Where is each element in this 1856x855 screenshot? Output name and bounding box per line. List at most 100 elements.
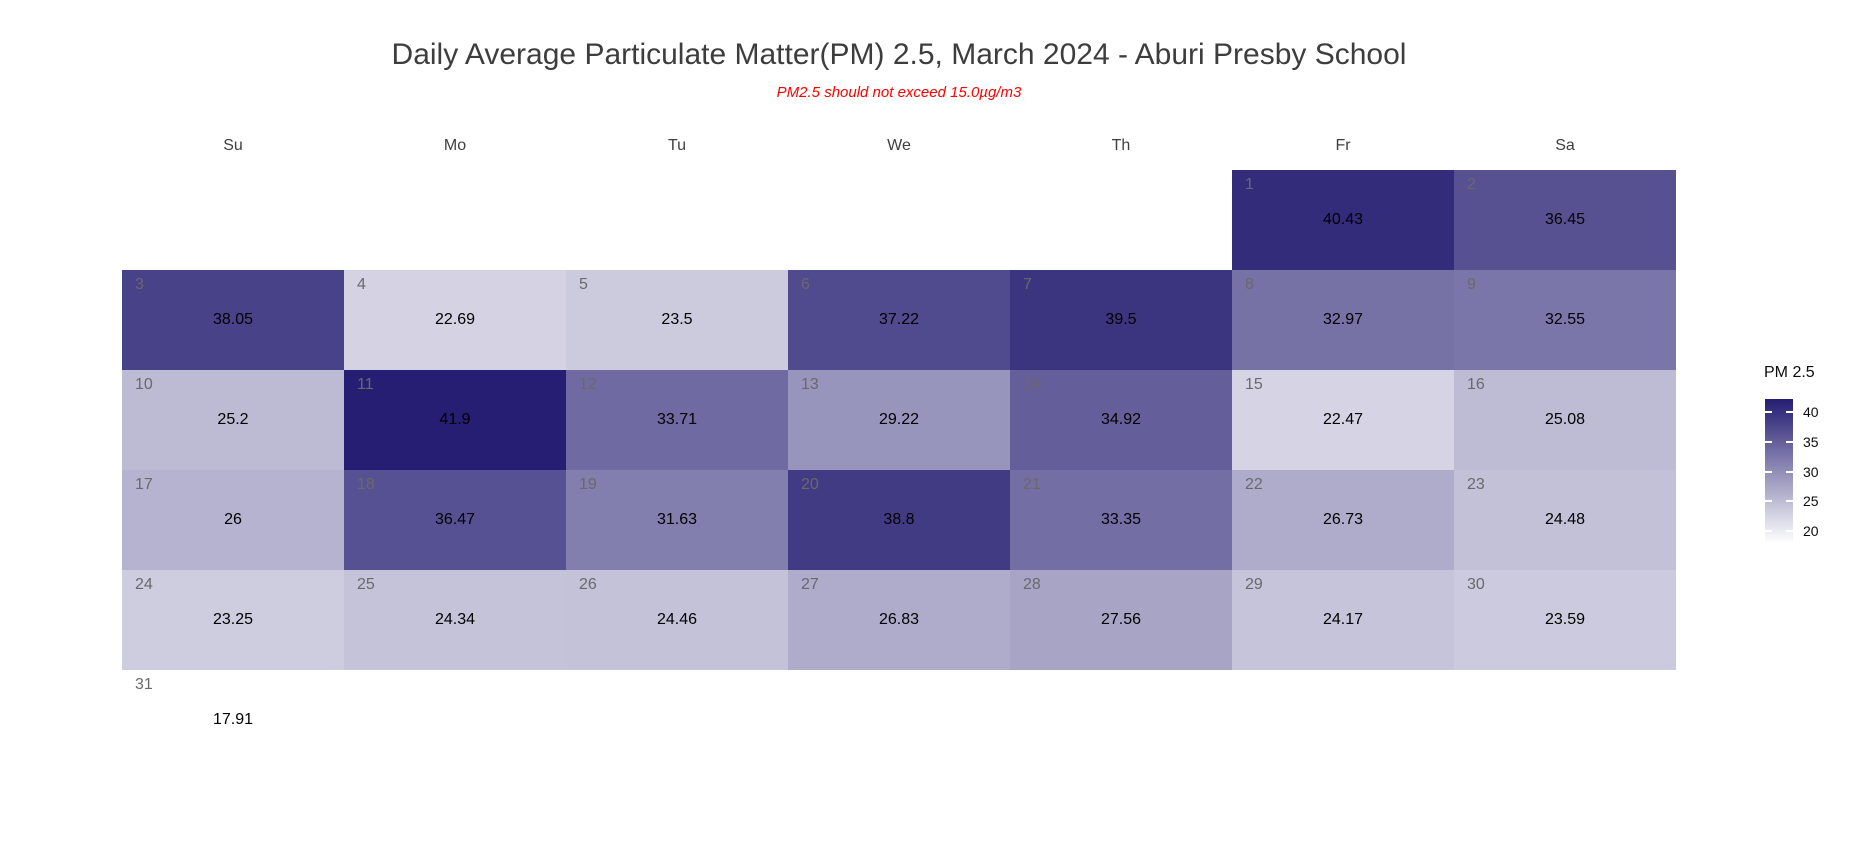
day-number: 14: [1023, 376, 1041, 393]
pm25-value: 24.17: [1322, 611, 1364, 628]
calendar-cell-day-1: 1 40.43: [1232, 170, 1454, 270]
day-number: 9: [1467, 276, 1476, 293]
calendar-cell-day-27: 27 26.83: [788, 570, 1010, 670]
pm25-value: 22.47: [1322, 411, 1364, 428]
day-number: 16: [1467, 376, 1485, 393]
pm25-value: 22.69: [434, 311, 476, 328]
chart-subtitle: PM2.5 should not exceed 15.0µg/m3: [776, 84, 1022, 101]
day-number: 1: [1245, 176, 1254, 193]
calendar-cell-day-24: 24 23.25: [122, 570, 344, 670]
day-number: 28: [1023, 576, 1041, 593]
calendar-cell-day-21: 21 33.35: [1010, 470, 1232, 570]
calendar-cell-day-14: 14 34.92: [1010, 370, 1232, 470]
legend-tick-mark: [1765, 530, 1772, 532]
calendar-cell-day-26: 26 24.46: [566, 570, 788, 670]
day-number: 13: [801, 376, 819, 393]
day-number: 8: [1245, 276, 1254, 293]
pm25-value: 37.22: [878, 311, 920, 328]
calendar-cell-day-18: 18 36.47: [344, 470, 566, 570]
calendar-cell-day-29: 29 24.17: [1232, 570, 1454, 670]
day-number: 4: [357, 276, 366, 293]
day-number: 25: [357, 576, 375, 593]
day-number: 19: [579, 476, 597, 493]
pm25-value: 27.56: [1100, 611, 1142, 628]
chart-title: Daily Average Particulate Matter(PM) 2.5…: [391, 38, 1407, 71]
weekday-header-su: Su: [223, 137, 243, 154]
day-number: 23: [1467, 476, 1485, 493]
calendar-cell-day-8: 8 32.97: [1232, 270, 1454, 370]
day-number: 15: [1245, 376, 1263, 393]
calendar-cell-day-25: 25 24.34: [344, 570, 566, 670]
legend-tick-mark: [1786, 411, 1793, 414]
day-number: 6: [801, 276, 810, 293]
calendar-cell-day-15: 15 22.47: [1232, 370, 1454, 470]
legend-title: PM 2.5: [1764, 364, 1815, 381]
legend-tick-mark: [1786, 500, 1793, 503]
day-number: 3: [135, 276, 144, 293]
calendar-cell-day-16: 16 25.08: [1454, 370, 1676, 470]
calendar-cell-day-28: 28 27.56: [1010, 570, 1232, 670]
calendar-cell-day-2: 2 36.45: [1454, 170, 1676, 270]
day-number: 22: [1245, 476, 1263, 493]
weekday-header-sa: Sa: [1555, 137, 1575, 154]
weekday-header-tu: Tu: [667, 137, 687, 154]
day-number: 20: [801, 476, 819, 493]
pm25-value: 25.08: [1544, 411, 1586, 428]
pm25-value: 23.25: [212, 611, 254, 628]
calendar-cell-day-4: 4 22.69: [344, 270, 566, 370]
day-number: 10: [135, 376, 153, 393]
day-number: 24: [135, 576, 153, 593]
day-number: 31: [135, 676, 153, 693]
pm25-value: 32.97: [1322, 311, 1364, 328]
pm25-value: 40.43: [1322, 211, 1364, 228]
pm25-value: 36.47: [434, 511, 476, 528]
pm25-value: 38.8: [883, 511, 915, 528]
calendar-cell-day-11: 11 41.9: [344, 370, 566, 470]
day-number: 27: [801, 576, 819, 593]
pm25-value: 36.45: [1544, 211, 1586, 228]
calendar-cell-day-23: 23 24.48: [1454, 470, 1676, 570]
day-number: 17: [135, 476, 153, 493]
calendar-cell-day-7: 7 39.5: [1010, 270, 1232, 370]
day-number: 30: [1467, 576, 1485, 593]
weekday-header-th: Th: [1111, 137, 1131, 154]
pm25-value: 29.22: [878, 411, 920, 428]
calendar-cell-day-30: 30 23.59: [1454, 570, 1676, 670]
weekday-header-fr: Fr: [1335, 137, 1351, 154]
legend-tick-label: 25: [1803, 493, 1819, 510]
calendar-cell-day-31: 31 17.91: [122, 670, 344, 770]
pm25-value: 23.5: [661, 311, 693, 328]
pm25-value: 26: [224, 511, 242, 528]
day-number: 26: [579, 576, 597, 593]
pm25-value: 33.71: [656, 411, 698, 428]
calendar-cell-day-3: 3 38.05: [122, 270, 344, 370]
day-number: 12: [579, 376, 597, 393]
pm25-value: 26.83: [878, 611, 920, 628]
pm25-value: 38.05: [212, 311, 254, 328]
legend-tick-mark: [1765, 500, 1772, 503]
legend-tick-label: 20: [1803, 523, 1819, 539]
calendar-cell-day-22: 22 26.73: [1232, 470, 1454, 570]
pm25-value: 34.92: [1100, 411, 1142, 428]
calendar-cell-day-12: 12 33.71: [566, 370, 788, 470]
pm25-value: 24.34: [434, 611, 476, 628]
pm25-value: 31.63: [656, 511, 698, 528]
legend-tick-mark: [1765, 411, 1772, 414]
day-number: 18: [357, 476, 375, 493]
pm25-value: 25.2: [217, 411, 249, 428]
pm25-value: 33.35: [1100, 511, 1142, 528]
legend-tick-label: 30: [1803, 463, 1819, 480]
legend-tick-mark: [1786, 470, 1793, 473]
legend-gradient-bar: [1765, 399, 1793, 542]
calendar-cell-day-5: 5 23.5: [566, 270, 788, 370]
calendar-cell-day-17: 17 26: [122, 470, 344, 570]
pm25-value: 32.55: [1544, 311, 1586, 328]
day-number: 11: [357, 376, 374, 393]
day-number: 29: [1245, 576, 1263, 593]
legend-tick-mark: [1786, 530, 1793, 532]
pm25-value: 41.9: [439, 411, 471, 428]
calendar-cell-day-6: 6 37.22: [788, 270, 1010, 370]
legend-tick-label: 40: [1803, 404, 1819, 421]
legend-tick-mark: [1786, 440, 1793, 443]
